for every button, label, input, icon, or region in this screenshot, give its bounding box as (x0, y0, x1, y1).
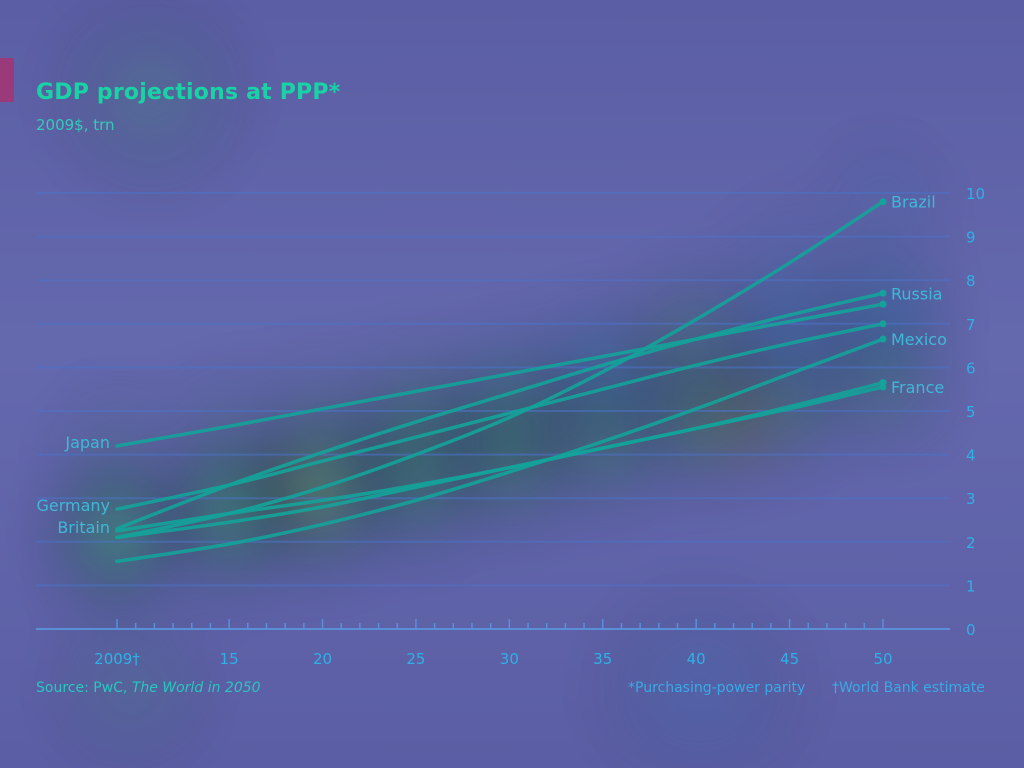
x-tick-labels: 2009† 15 20 25 30 35 40 45 50 (94, 650, 892, 668)
y-tick-label-2: 2 (966, 534, 976, 552)
series-lines (115, 198, 887, 564)
x-tick-label-2040: 40 (687, 650, 706, 668)
series-line-mexico (115, 337, 885, 564)
series-end-dot-germany (879, 320, 887, 328)
series-line-brazil (115, 199, 885, 540)
source-prefix: Source: PwC, (36, 680, 132, 696)
y-tick-label-10: 10 (966, 185, 985, 203)
series-label-britain: Britain (57, 518, 110, 537)
series-line-britain (115, 380, 885, 533)
y-tick-label-4: 4 (966, 447, 976, 465)
chart-subtitle: 2009$, trn (36, 116, 115, 134)
chart-title: GDP projections at PPP* (36, 80, 341, 105)
series-label-brazil: Brazil (891, 193, 936, 212)
footnote-ppp: *Purchasing-power parity (628, 680, 806, 696)
series-label-mexico: Mexico (891, 330, 947, 349)
x-tick-label-2025: 25 (406, 650, 425, 668)
series-end-dot-britain (879, 379, 887, 387)
series-labels: Brazil Russia Mexico France Japan Germany Brit… (36, 193, 946, 537)
y-tick-label-3: 3 (966, 490, 976, 508)
accent-bar (0, 58, 14, 102)
y-tick-label-9: 9 (966, 229, 976, 247)
x-tick-label-2035: 35 (593, 650, 612, 668)
series-line-japan (115, 302, 885, 448)
series-label-germany: Germany (36, 496, 110, 515)
source-note: Source: PwC, The World in 2050 (36, 680, 261, 696)
series-line-germany (115, 322, 885, 511)
x-tick-label-2009: 2009† (94, 650, 140, 668)
x-tick-label-2030: 30 (500, 650, 519, 668)
x-tick-label-2015: 15 (220, 650, 239, 668)
y-tick-label-7: 7 (966, 316, 976, 334)
series-end-dot-brazil (879, 198, 887, 206)
series-end-dot-mexico (879, 335, 887, 343)
source-title: The World in 2050 (131, 680, 261, 696)
y-tick-label-8: 8 (966, 272, 976, 290)
series-label-japan: Japan (64, 433, 110, 452)
y-axis: 0 1 2 3 4 5 6 7 8 9 10 (966, 185, 985, 639)
series-end-dot-russia (879, 289, 887, 297)
x-tick-label-2050: 50 (873, 650, 892, 668)
series-label-france: France (891, 378, 944, 397)
x-tick-label-2045: 45 (780, 650, 799, 668)
x-axis (36, 619, 950, 630)
series-line-russia (115, 291, 885, 531)
series-label-russia: Russia (891, 284, 942, 303)
y-tick-label-6: 6 (966, 359, 976, 377)
x-tick-label-2020: 20 (313, 650, 332, 668)
y-tick-label-5: 5 (966, 403, 976, 421)
footnote-world-bank: †World Bank estimate (832, 680, 985, 696)
y-tick-label-1: 1 (966, 577, 976, 595)
y-tick-label-0: 0 (966, 621, 976, 639)
series-end-dot-japan (879, 300, 887, 308)
gridlines (36, 192, 950, 587)
